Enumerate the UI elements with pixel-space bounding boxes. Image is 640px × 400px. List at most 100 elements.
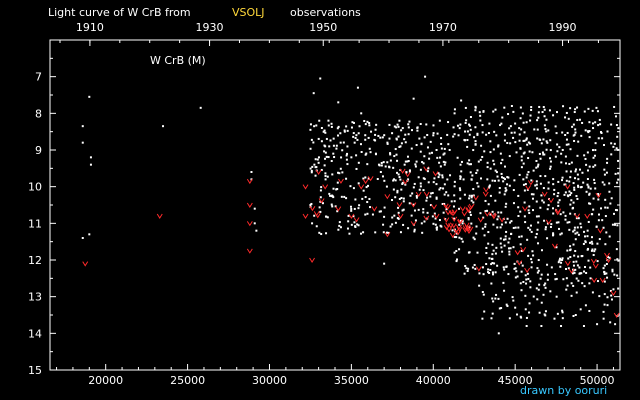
observation-point — [435, 228, 438, 231]
observation-point — [536, 298, 539, 301]
observation-point — [485, 252, 488, 255]
observation-point — [606, 161, 609, 164]
observation-point — [564, 116, 567, 119]
observation-point — [614, 323, 617, 326]
observation-point — [362, 231, 365, 234]
observation-point — [81, 237, 84, 239]
observation-point — [561, 257, 564, 260]
observation-point — [610, 153, 613, 156]
observation-point — [529, 280, 532, 283]
observation-point — [604, 206, 607, 209]
fainter-than-mark — [362, 178, 369, 185]
observation-point — [398, 145, 401, 148]
observation-point — [512, 110, 515, 113]
observation-point — [605, 231, 608, 234]
observation-point — [543, 313, 546, 316]
fainter-than-mark — [447, 223, 454, 229]
observation-point — [399, 178, 402, 181]
observation-point — [443, 163, 446, 166]
observation-point — [319, 196, 322, 199]
observation-point — [393, 125, 396, 128]
observation-point — [596, 323, 599, 326]
observation-point — [537, 215, 540, 218]
observation-point — [603, 144, 606, 147]
observation-point — [554, 278, 557, 281]
observation-point — [537, 269, 540, 272]
observation-point — [601, 181, 604, 184]
observation-point — [491, 297, 494, 300]
observation-point — [547, 204, 550, 207]
observation-point — [317, 156, 320, 159]
observation-point — [401, 182, 404, 185]
fainter-than-mark — [410, 202, 417, 208]
observation-point — [526, 173, 529, 176]
observation-point — [510, 232, 513, 235]
observation-point — [585, 163, 588, 166]
fainter-than-mark — [591, 277, 598, 284]
observation-point — [402, 197, 405, 200]
observation-point — [613, 142, 616, 145]
observation-point — [499, 237, 502, 240]
observation-point — [504, 187, 507, 190]
observation-point — [603, 264, 606, 267]
observation-point — [453, 217, 456, 220]
observation-point — [350, 126, 353, 129]
observation-point — [569, 212, 572, 215]
observation-point — [339, 141, 342, 144]
observation-point — [397, 135, 400, 138]
observation-point — [463, 272, 466, 275]
observation-point — [596, 110, 599, 113]
observation-point — [527, 141, 530, 144]
observation-point — [565, 138, 568, 141]
observation-point — [509, 221, 512, 224]
observation-point — [603, 183, 606, 186]
y-tick-label: 14 — [28, 327, 42, 340]
fainter-than-mark — [442, 203, 449, 209]
observation-point — [341, 171, 344, 174]
observation-point — [383, 262, 386, 265]
observation-point — [375, 123, 378, 126]
observation-point — [597, 137, 600, 140]
observation-point — [555, 246, 558, 249]
observation-point — [421, 161, 424, 164]
observation-point — [422, 189, 425, 192]
observation-point — [382, 231, 385, 234]
observation-point — [571, 125, 574, 128]
observation-point — [608, 235, 611, 238]
observation-point — [535, 183, 538, 186]
observation-point — [522, 183, 525, 186]
observation-point — [402, 200, 405, 203]
observation-point — [557, 192, 560, 195]
observation-point — [426, 170, 429, 173]
observation-point — [345, 197, 348, 200]
observation-point — [354, 198, 357, 201]
observation-point — [542, 153, 545, 156]
observation-point — [614, 115, 617, 118]
observation-point — [523, 131, 526, 134]
observation-point — [346, 145, 349, 148]
observation-point — [421, 231, 424, 234]
observation-point — [419, 168, 422, 171]
observation-point — [434, 217, 437, 220]
observation-point — [492, 273, 495, 276]
y-tick-label: 8 — [35, 107, 42, 120]
observation-point — [503, 178, 506, 181]
observation-point — [455, 249, 458, 252]
observation-point — [426, 196, 429, 199]
observation-point — [346, 227, 349, 230]
chart-title-suffix: observations — [290, 6, 361, 19]
observation-point — [500, 172, 503, 175]
observation-point — [401, 127, 404, 130]
year-tick-label: 1930 — [196, 21, 224, 34]
observation-point — [582, 325, 585, 327]
observation-point — [368, 121, 371, 124]
observation-point — [393, 155, 396, 158]
observation-point — [497, 179, 500, 182]
observation-point — [393, 214, 396, 217]
observation-point — [576, 197, 579, 200]
fainter-than-mark — [545, 219, 552, 225]
observation-point — [474, 105, 477, 108]
observation-point — [385, 231, 388, 234]
observation-point — [443, 202, 446, 205]
fainter-than-mark — [448, 210, 455, 216]
